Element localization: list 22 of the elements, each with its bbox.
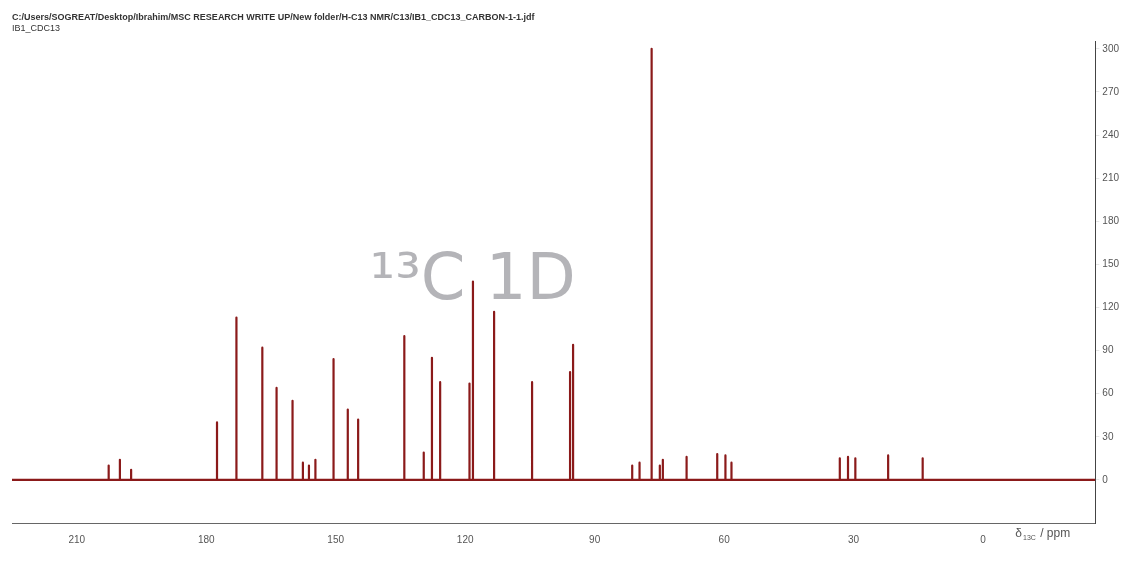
x-tick-label: 0 bbox=[980, 533, 987, 545]
x-tick-label: 150 bbox=[327, 533, 345, 545]
y-tick-label: 300 bbox=[1102, 42, 1120, 54]
chart-subtitle: IB1_CDC13 bbox=[12, 22, 61, 33]
y-tick-label: 60 bbox=[1102, 387, 1114, 399]
y-tick-label: 90 bbox=[1102, 344, 1114, 356]
x-tick-label: 120 bbox=[456, 533, 474, 545]
x-tick-label: 180 bbox=[197, 533, 215, 545]
y-tick-label: 120 bbox=[1102, 301, 1120, 313]
y-tick-label: 180 bbox=[1102, 214, 1120, 226]
x-tick-label: 210 bbox=[68, 533, 86, 545]
x-tick-label: 30 bbox=[848, 533, 860, 545]
x-tick-label: 90 bbox=[589, 533, 601, 545]
y-tick-label: 150 bbox=[1102, 258, 1120, 270]
y-tick-label: 210 bbox=[1102, 171, 1120, 183]
y-tick-label: 240 bbox=[1102, 128, 1120, 140]
x-tick-label: 60 bbox=[718, 533, 731, 545]
chart-title: C:/Users/SOGREAT/Desktop/Ibrahim/MSC RESEARCH WRITE UP/New folder/H-C13 NMR/C13/IB1_CDC13_CARBON-1-1.jdf bbox=[12, 11, 536, 22]
annotation: ¹³C 1D bbox=[369, 239, 576, 314]
y-tick-label: 30 bbox=[1102, 430, 1114, 442]
y-tick-label: 270 bbox=[1102, 85, 1120, 97]
y-tick-label: 0 bbox=[1102, 473, 1109, 485]
